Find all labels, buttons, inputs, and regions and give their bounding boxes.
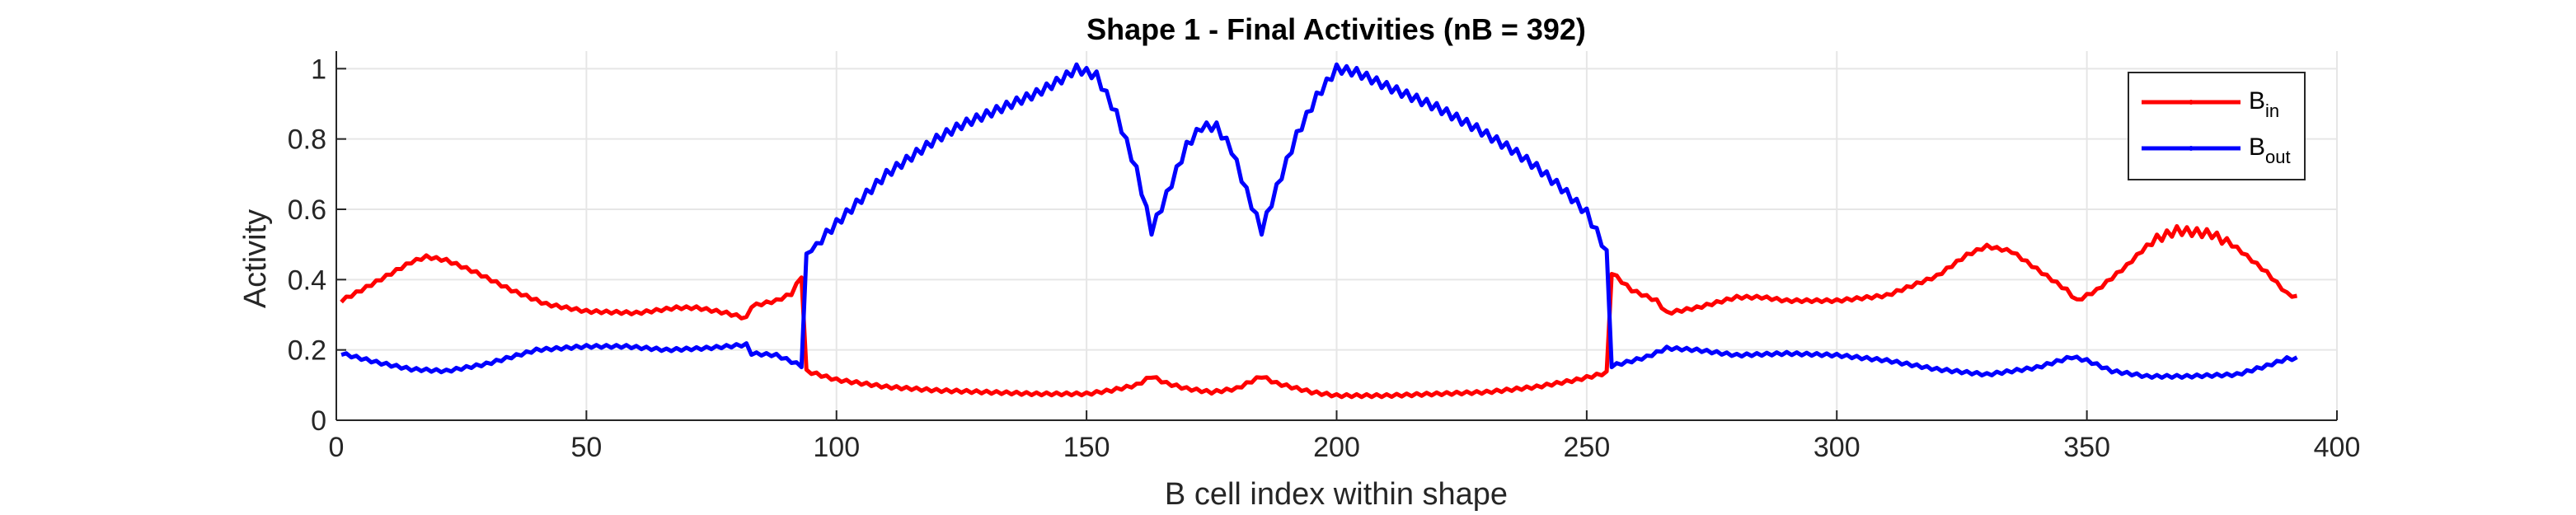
series-lines — [340, 62, 2298, 400]
legend-label-bin: Bin — [2249, 87, 2279, 121]
tick-labels: 0 50 100 150 200 250 300 350 400 0 0.2 0.4 0.6 0.8 1 — [288, 54, 2361, 463]
axes — [335, 51, 2338, 421]
x-tick-label: 200 — [1313, 432, 1360, 463]
x-axis-label: B cell index within shape — [1165, 477, 1508, 512]
y-tick-label: 0.2 — [288, 335, 326, 367]
chart-title: Shape 1 - Final Activities (nB = 392) — [1086, 12, 1586, 46]
x-tick-label: 400 — [2314, 432, 2361, 463]
series-line-bout — [340, 62, 2298, 380]
y-axis-label: Activity — [238, 209, 273, 308]
x-tick-label: 150 — [1063, 432, 1110, 463]
y-tick-label: 0.4 — [288, 265, 326, 296]
x-tick-label: 300 — [1814, 432, 1860, 463]
y-tick-label: 0 — [311, 405, 326, 437]
legend-label-bout: Bout — [2249, 133, 2291, 167]
series-line-bin — [340, 224, 2297, 400]
x-tick-label: 0 — [329, 432, 345, 463]
y-tick-label: 0.6 — [288, 194, 326, 226]
legend-marker-bout — [2189, 146, 2194, 151]
y-tick-label: 1 — [311, 54, 326, 85]
x-tick-label: 50 — [570, 432, 602, 463]
legend-marker-bin — [2189, 100, 2194, 105]
legend: Bin Bout — [2128, 72, 2306, 180]
x-tick-label: 100 — [813, 432, 860, 463]
y-tick-label: 0.8 — [288, 124, 326, 156]
legend-box — [2128, 72, 2306, 180]
x-tick-label: 250 — [1564, 432, 1611, 463]
x-tick-label: 350 — [2063, 432, 2110, 463]
